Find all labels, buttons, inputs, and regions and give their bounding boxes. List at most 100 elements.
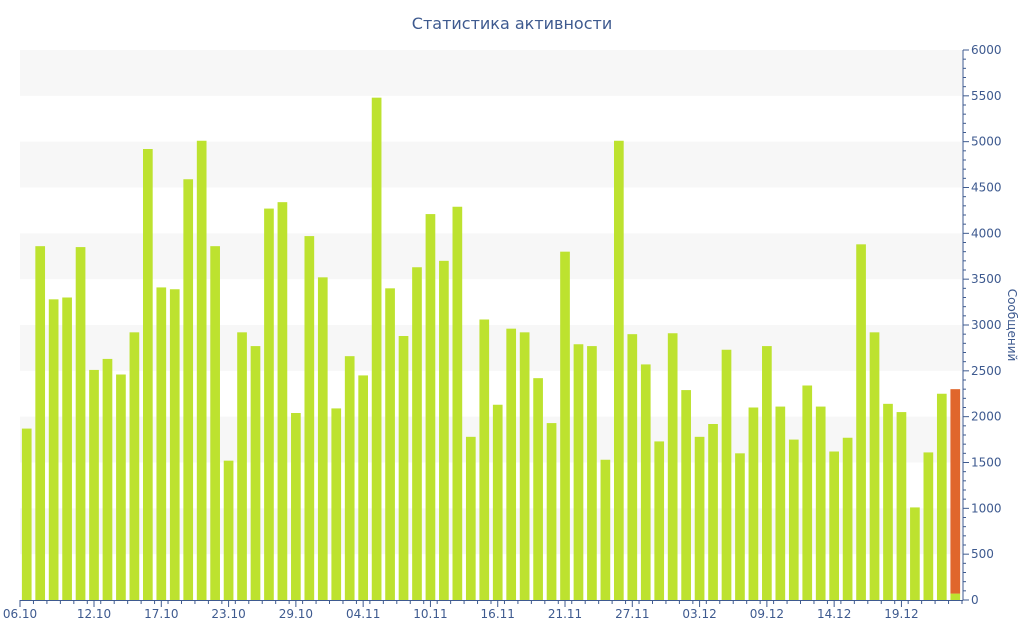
chart-title: Статистика активности xyxy=(411,14,613,33)
bar[interactable] xyxy=(936,393,947,600)
bar[interactable] xyxy=(371,97,382,601)
bar[interactable] xyxy=(223,460,234,600)
bar[interactable] xyxy=(694,436,705,600)
bars-group xyxy=(21,97,961,601)
bar[interactable] xyxy=(35,246,46,600)
bar[interactable] xyxy=(627,334,638,600)
bar[interactable] xyxy=(21,428,32,600)
bar[interactable] xyxy=(142,149,153,600)
bar-highlight[interactable] xyxy=(950,389,961,594)
bar[interactable] xyxy=(506,328,517,600)
bar[interactable] xyxy=(183,179,194,600)
x-tick-label: 17.10 xyxy=(144,607,178,621)
bar[interactable] xyxy=(156,287,167,600)
bar[interactable] xyxy=(654,441,665,600)
bar[interactable] xyxy=(842,437,853,600)
x-tick-label: 21.11 xyxy=(548,607,582,621)
x-tick-label: 03.12 xyxy=(682,607,716,621)
bar[interactable] xyxy=(344,356,355,600)
bar[interactable] xyxy=(788,439,799,600)
bar[interactable] xyxy=(681,390,691,600)
x-tick-label: 04.11 xyxy=(346,607,380,621)
x-tick-label: 14.12 xyxy=(817,607,851,621)
bar[interactable] xyxy=(721,349,732,600)
bar[interactable] xyxy=(762,346,772,600)
y-tick-label: 0 xyxy=(971,593,979,607)
bar[interactable] xyxy=(250,346,261,600)
y-tick-label: 3000 xyxy=(971,318,1002,332)
bar[interactable] xyxy=(667,333,678,600)
bar[interactable] xyxy=(304,236,315,601)
bar[interactable] xyxy=(75,247,86,601)
bar[interactable] xyxy=(735,453,745,600)
bar[interactable] xyxy=(412,267,422,600)
bar[interactable] xyxy=(439,260,449,600)
x-axis: 06.10 12.10 17.10 23.10 29.10 04.11 10.11 16.11… xyxy=(3,600,963,621)
y-tick-label: 3500 xyxy=(971,272,1002,286)
bar[interactable] xyxy=(923,452,934,600)
bar[interactable] xyxy=(116,374,126,601)
x-tick-label: 19.12 xyxy=(884,607,918,621)
y-tick-label: 6000 xyxy=(971,43,1002,57)
bar[interactable] xyxy=(385,288,395,600)
y-axis: 0 500 1000 1500 2000 2500 3000 3500 4000 4500 5000… xyxy=(962,43,1002,607)
bar[interactable] xyxy=(277,202,288,600)
bar[interactable] xyxy=(169,289,180,600)
x-tick-label: 06.10 xyxy=(3,607,37,621)
bar[interactable] xyxy=(317,277,328,600)
y-tick-label: 2000 xyxy=(971,410,1002,424)
bar[interactable] xyxy=(425,214,436,601)
bar[interactable] xyxy=(815,406,826,600)
bar[interactable] xyxy=(587,346,597,600)
bar[interactable] xyxy=(613,140,624,600)
bar[interactable] xyxy=(331,408,342,600)
bar[interactable] xyxy=(560,251,570,600)
grid-band xyxy=(20,50,962,96)
y-tick-label: 1500 xyxy=(971,456,1002,470)
bar[interactable] xyxy=(640,364,651,600)
bar[interactable] xyxy=(129,332,140,600)
y-tick-label: 4000 xyxy=(971,226,1002,240)
bar[interactable] xyxy=(910,507,920,600)
bar[interactable] xyxy=(492,404,503,600)
bar[interactable] xyxy=(775,406,786,600)
bar[interactable] xyxy=(62,297,72,601)
bar[interactable] xyxy=(950,593,961,600)
x-tick-label: 16.11 xyxy=(481,607,515,621)
bar[interactable] xyxy=(210,246,220,600)
bar[interactable] xyxy=(829,451,840,601)
y-axis-title: Сообщений xyxy=(1005,289,1019,362)
bar[interactable] xyxy=(802,385,813,601)
bar[interactable] xyxy=(600,459,611,600)
bar[interactable] xyxy=(748,407,759,601)
bar[interactable] xyxy=(398,336,409,600)
bar[interactable] xyxy=(452,206,463,600)
bar[interactable] xyxy=(48,299,59,600)
x-tick-label: 23.10 xyxy=(211,607,245,621)
grid-band xyxy=(20,141,962,188)
y-tick-label: 1000 xyxy=(971,501,1002,515)
bar[interactable] xyxy=(465,436,476,600)
bar[interactable] xyxy=(519,332,530,600)
bar[interactable] xyxy=(533,378,543,600)
grid-band xyxy=(20,233,962,280)
y-tick-label: 5500 xyxy=(971,89,1002,103)
bar[interactable] xyxy=(358,375,369,600)
x-tick-label: 29.10 xyxy=(279,607,313,621)
bar[interactable] xyxy=(237,332,247,600)
bar[interactable] xyxy=(291,413,301,600)
bar[interactable] xyxy=(896,412,907,600)
bar[interactable] xyxy=(856,244,866,601)
bar[interactable] xyxy=(883,403,893,600)
bar[interactable] xyxy=(479,319,490,601)
bar[interactable] xyxy=(102,358,113,600)
x-tick-label: 10.11 xyxy=(413,607,447,621)
bar[interactable] xyxy=(196,140,207,600)
bar[interactable] xyxy=(264,208,274,601)
bar[interactable] xyxy=(546,423,557,600)
bar[interactable] xyxy=(573,344,584,600)
bar[interactable] xyxy=(708,424,718,600)
bar[interactable] xyxy=(869,332,880,600)
bar[interactable] xyxy=(89,369,99,600)
